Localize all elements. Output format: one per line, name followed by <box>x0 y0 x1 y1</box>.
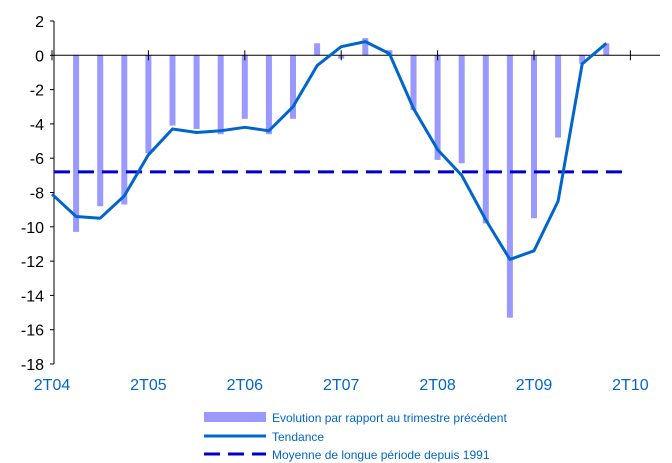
bar <box>410 55 417 111</box>
bar <box>241 55 248 119</box>
bar <box>555 55 562 138</box>
legend: Evolution par rapport au trimestre précé… <box>204 411 507 462</box>
bar <box>531 55 537 219</box>
trend-line-group <box>50 40 608 261</box>
bar <box>434 55 441 160</box>
bar <box>265 55 272 135</box>
x-tick-label: 2T07 <box>323 377 360 394</box>
axes-group <box>50 20 660 365</box>
y-tick-label: -12 <box>21 254 44 271</box>
y-tick-label: -18 <box>21 357 44 374</box>
x-tick-label: 2T06 <box>227 377 264 394</box>
bar <box>290 55 296 119</box>
y-tick-label: -4 <box>30 117 44 134</box>
y-tick-label: -6 <box>30 151 44 168</box>
legend-label-bars: Evolution par rapport au trimestre précé… <box>272 411 507 425</box>
y-tick-label: -2 <box>30 83 44 100</box>
bar <box>506 55 513 318</box>
trend-line <box>50 40 608 261</box>
x-tick-label: 2T08 <box>419 377 456 394</box>
bar <box>169 55 176 126</box>
tick-labels-group: 2 0 -2 -4 -6 -8 -10 -12 -14 -16 -18 2T04 2T05 2T06 2T0… <box>21 14 649 394</box>
bar <box>217 55 224 135</box>
bar <box>482 55 489 224</box>
legend-swatch-bars <box>204 412 266 422</box>
y-tick-label: 2 <box>35 14 44 31</box>
x-tick-label: 2T04 <box>34 377 71 394</box>
x-tick-label: 2T10 <box>612 377 649 394</box>
bar <box>458 55 465 164</box>
x-tick-label: 2T05 <box>130 377 167 394</box>
bar <box>193 55 200 129</box>
bar <box>145 55 152 154</box>
y-tick-label: -14 <box>21 288 44 305</box>
legend-label-trend: Tendance <box>272 430 324 444</box>
bars-group <box>73 38 610 318</box>
y-tick-label: -8 <box>30 186 44 203</box>
bar <box>97 55 104 207</box>
x-tick-label: 2T09 <box>516 377 553 394</box>
bar <box>121 55 128 205</box>
bar <box>603 43 610 56</box>
y-tick-label: -16 <box>21 323 44 340</box>
y-tick-label: 0 <box>35 48 44 65</box>
bar <box>314 43 321 56</box>
bar <box>579 55 586 64</box>
bar <box>362 38 369 56</box>
y-tick-label: -10 <box>21 220 44 237</box>
bar <box>73 55 80 232</box>
legend-label-average: Moyenne de longue période depuis 1991 <box>272 448 490 462</box>
